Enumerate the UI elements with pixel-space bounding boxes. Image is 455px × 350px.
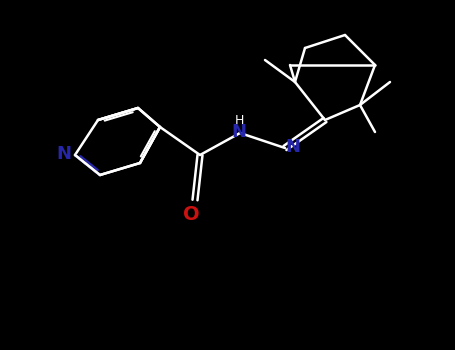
Text: N: N [285,138,300,156]
Text: N: N [232,123,247,141]
Text: N: N [56,145,71,163]
Text: O: O [183,204,199,224]
Text: H: H [234,113,244,126]
